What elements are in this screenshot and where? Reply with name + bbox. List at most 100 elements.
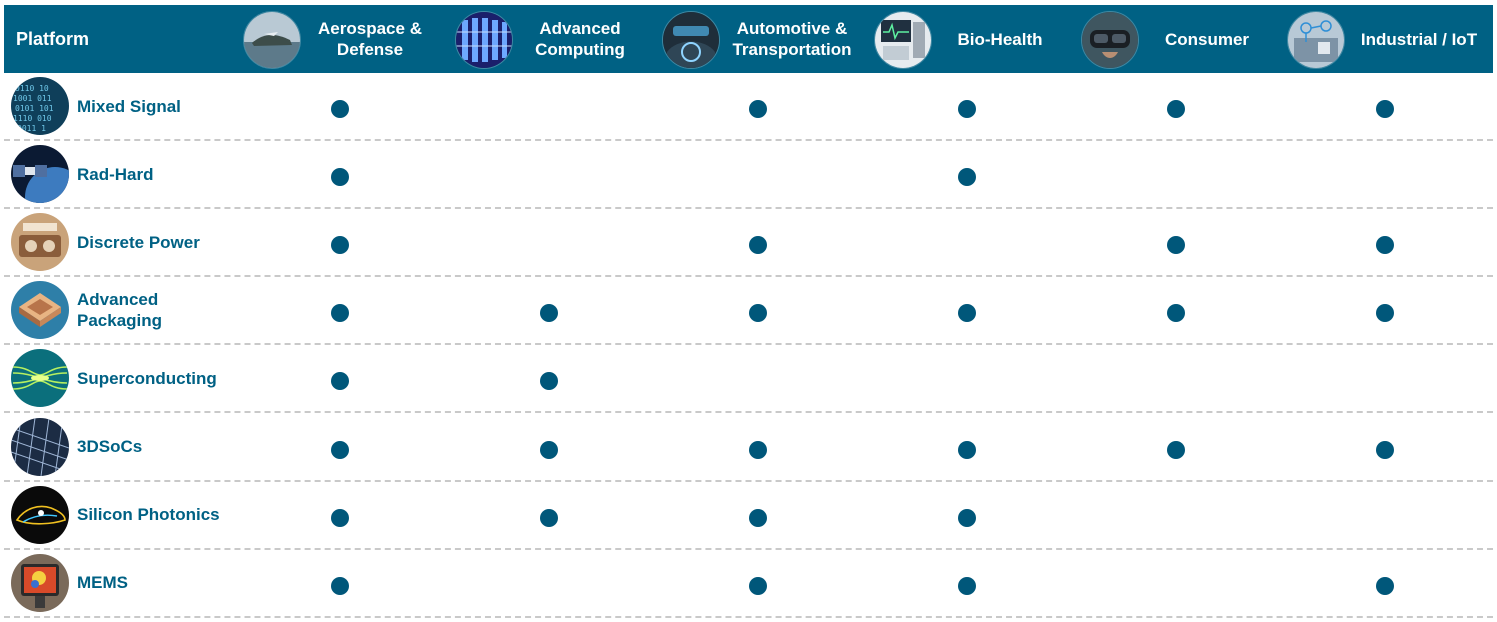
platform-label: Mixed Signal (77, 73, 237, 139)
svg-text:1110 010: 1110 010 (13, 114, 52, 123)
platform-row: 0110 10 1001 011 0101 101 1110 010 0011 1 Mix… (4, 73, 1493, 141)
satellite-earth-icon (11, 145, 69, 204)
platform-row: 3DSoCs (4, 414, 1493, 482)
thermal-sensor-icon (11, 553, 69, 612)
applicability-dot (1167, 100, 1185, 118)
applicability-dot (1376, 236, 1394, 255)
column-label-line: Transportation (732, 40, 852, 59)
car-dashboard-icon (662, 11, 720, 69)
row-divider (4, 139, 1493, 141)
row-divider (4, 343, 1493, 346)
svg-text:1001 011: 1001 011 (13, 94, 52, 103)
platform-label-line: Rad-Hard (77, 164, 154, 184)
photonic-circuit-icon (11, 485, 69, 544)
row-divider (4, 547, 1493, 550)
applicability-dot (1376, 100, 1394, 118)
binary-code-icon: 0110 10 1001 011 0101 101 1110 010 0011 1 (11, 77, 69, 135)
column-label-line: Industrial / IoT (1360, 29, 1478, 49)
vr-headset-icon (1081, 11, 1139, 69)
column-label: Advanced Computing (515, 5, 645, 73)
column-label: Aerospace & Defense (305, 5, 435, 73)
platform-label: Discrete Power (77, 209, 237, 275)
column-label-line: Automotive & (736, 19, 848, 38)
platform-label-line: Packaging (77, 311, 163, 331)
3d-lattice-icon (11, 417, 69, 476)
applicability-dot (540, 304, 558, 323)
platform-label: 3DSoCs (77, 414, 237, 480)
applicability-dot (1376, 440, 1394, 459)
applicability-dot (331, 236, 349, 255)
applicability-dot (1376, 576, 1394, 595)
column-label: Automotive & Transportation (722, 5, 862, 73)
server-datacenter-icon (455, 11, 513, 69)
power-module-icon (11, 213, 69, 272)
applicability-dot (540, 508, 558, 527)
applicability-dot (749, 100, 767, 118)
row-divider (4, 411, 1493, 414)
applicability-dot (749, 508, 767, 527)
chip-package-icon (11, 281, 69, 340)
applicability-dot (331, 576, 349, 595)
applicability-dot (749, 236, 767, 255)
platform-row: Advanced Packaging (4, 277, 1493, 346)
platform-label: MEMS (77, 550, 237, 616)
platform-label-line: Superconducting (77, 368, 217, 388)
column-label-line: Computing (535, 40, 625, 59)
applicability-dot (749, 304, 767, 323)
medical-monitor-icon (874, 11, 932, 69)
column-label: Bio-Health (935, 5, 1065, 73)
column-label-line: Consumer (1164, 29, 1250, 49)
column-label: Consumer (1140, 5, 1274, 73)
applicability-dot (331, 440, 349, 459)
platform-row: Silicon Photonics (4, 482, 1493, 550)
applicability-dot (540, 440, 558, 459)
applicability-dot (331, 168, 349, 187)
applicability-dot (331, 304, 349, 323)
applicability-dot (331, 372, 349, 391)
row-divider (4, 275, 1493, 278)
row-divider (4, 479, 1493, 482)
applicability-dot (749, 440, 767, 459)
connected-factory-icon (1287, 11, 1345, 69)
platform-label: Silicon Photonics (77, 482, 237, 548)
applicability-dot (749, 576, 767, 595)
column-label-line: Aerospace & (318, 19, 422, 38)
svg-text:0110 10: 0110 10 (15, 84, 49, 93)
platform-row: Discrete Power (4, 209, 1493, 278)
applicability-dot (958, 508, 976, 527)
platform-label-line: Silicon Photonics (77, 505, 220, 525)
applicability-dot (958, 440, 976, 459)
superconducting-field-icon (11, 349, 69, 408)
applicability-dot (1167, 304, 1185, 323)
applicability-dot (540, 372, 558, 391)
svg-text:0101 101: 0101 101 (15, 104, 54, 113)
row-divider (4, 615, 1493, 618)
row-divider (4, 207, 1493, 210)
header-bar: Platform Aerospace & Defense Advanced Compu… (4, 5, 1493, 73)
aircraft-over-ocean-icon (243, 11, 301, 69)
platform-label-line: Advanced (77, 290, 159, 310)
applicability-dot (1376, 304, 1394, 323)
applicability-dot (958, 576, 976, 595)
applicability-dot (958, 168, 976, 187)
applicability-dot (331, 100, 349, 118)
column-label-line: Advanced (539, 19, 621, 38)
platform-label-line: Mixed Signal (77, 96, 181, 116)
platform-label-line: 3DSoCs (77, 437, 143, 456)
platform-row: MEMS (4, 550, 1493, 618)
column-label: Industrial / IoT (1345, 5, 1493, 73)
platform-label: Advanced Packaging (77, 277, 237, 343)
applicability-dot (1167, 440, 1185, 459)
platform-label: Rad-Hard (77, 141, 237, 207)
applicability-dot (1167, 236, 1185, 255)
platform-label: Superconducting (77, 345, 237, 411)
platform-row: Superconducting (4, 345, 1493, 414)
platform-column-title: Platform (16, 29, 90, 49)
svg-text:0011 1: 0011 1 (17, 124, 46, 133)
platform-label-line: MEMS (77, 573, 128, 593)
applicability-dot (958, 304, 976, 323)
platform-label-line: Discrete Power (77, 232, 200, 252)
column-label-line: Defense (336, 40, 404, 59)
platform-row: Rad-Hard (4, 141, 1493, 210)
